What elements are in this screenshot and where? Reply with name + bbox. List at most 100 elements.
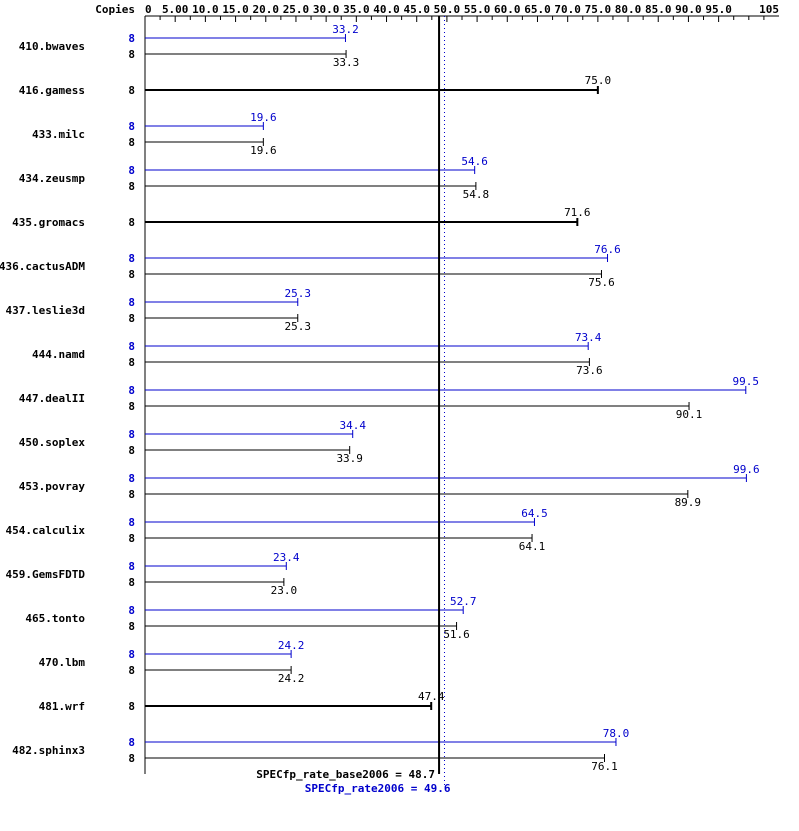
x-tick-label: 45.0: [403, 3, 430, 16]
peak-value: 99.5: [733, 375, 760, 388]
x-tick-label: 15.0: [222, 3, 249, 16]
single-value: 75.0: [585, 74, 612, 87]
copies-header: Copies: [95, 3, 135, 16]
copies-value-peak: 8: [128, 32, 135, 45]
copies-value-peak: 8: [128, 252, 135, 265]
copies-value: 8: [128, 700, 135, 713]
copies-value-base: 8: [128, 664, 135, 677]
copies-value-peak: 8: [128, 472, 135, 485]
base-value: 19.6: [250, 144, 277, 157]
benchmark-name: 447.dealII: [19, 392, 85, 405]
base-value: 73.6: [576, 364, 603, 377]
benchmark-name: 435.gromacs: [12, 216, 85, 229]
copies-value-base: 8: [128, 400, 135, 413]
single-value: 47.4: [418, 690, 445, 703]
x-tick-label: 50.0: [434, 3, 461, 16]
base-value: 23.0: [271, 584, 298, 597]
x-tick-label: 30.0: [313, 3, 340, 16]
x-tick-label: 0: [145, 3, 152, 16]
copies-value: 8: [128, 84, 135, 97]
base-value: 24.2: [278, 672, 305, 685]
summary-base-label: SPECfp_rate_base2006 = 48.7: [256, 768, 435, 781]
base-value: 75.6: [588, 276, 615, 289]
peak-value: 25.3: [285, 287, 312, 300]
peak-value: 54.6: [461, 155, 488, 168]
benchmark-name: 459.GemsFDTD: [6, 568, 86, 581]
base-value: 54.8: [463, 188, 490, 201]
copies-value-base: 8: [128, 356, 135, 369]
base-value: 89.9: [675, 496, 702, 509]
x-tick-label: 75.0: [585, 3, 612, 16]
x-tick-label: 55.0: [464, 3, 491, 16]
peak-value: 34.4: [339, 419, 366, 432]
x-tick-label: 20.0: [253, 3, 280, 16]
base-value: 25.3: [285, 320, 312, 333]
copies-value-peak: 8: [128, 384, 135, 397]
summary-peak-label: SPECfp_rate2006 = 49.6: [305, 782, 451, 795]
benchmark-name: 437.leslie3d: [6, 304, 85, 317]
x-tick-label: 25.0: [283, 3, 310, 16]
copies-value-base: 8: [128, 752, 135, 765]
benchmark-name: 482.sphinx3: [12, 744, 85, 757]
copies-value: 8: [128, 216, 135, 229]
x-tick-label: 65.0: [524, 3, 551, 16]
peak-value: 23.4: [273, 551, 300, 564]
copies-value-base: 8: [128, 312, 135, 325]
benchmark-name: 436.cactusADM: [0, 260, 85, 273]
x-tick-label: 80.0: [615, 3, 642, 16]
benchmark-name: 453.povray: [19, 480, 86, 493]
copies-value-base: 8: [128, 48, 135, 61]
peak-value: 24.2: [278, 639, 305, 652]
x-tick-label: 60.0: [494, 3, 521, 16]
base-value: 33.3: [333, 56, 360, 69]
x-tick-label: 70.0: [554, 3, 581, 16]
x-end-label: 105: [759, 3, 779, 16]
copies-value-peak: 8: [128, 560, 135, 573]
copies-value-peak: 8: [128, 120, 135, 133]
x-tick-label: 35.0: [343, 3, 370, 16]
benchmark-name: 454.calculix: [6, 524, 86, 537]
copies-value-base: 8: [128, 532, 135, 545]
base-value: 90.1: [676, 408, 703, 421]
base-value: 33.9: [336, 452, 363, 465]
benchmark-name: 465.tonto: [25, 612, 85, 625]
benchmark-name: 434.zeusmp: [19, 172, 86, 185]
copies-value-base: 8: [128, 620, 135, 633]
peak-value: 73.4: [575, 331, 602, 344]
benchmark-name: 444.namd: [32, 348, 85, 361]
benchmark-name: 481.wrf: [39, 700, 85, 713]
benchmark-name: 433.milc: [32, 128, 85, 141]
peak-value: 19.6: [250, 111, 277, 124]
copies-value-peak: 8: [128, 164, 135, 177]
peak-value: 64.5: [521, 507, 548, 520]
copies-value-peak: 8: [128, 736, 135, 749]
benchmark-name: 450.soplex: [19, 436, 86, 449]
copies-value-peak: 8: [128, 296, 135, 309]
copies-value-base: 8: [128, 488, 135, 501]
base-value: 76.1: [591, 760, 618, 773]
benchmark-name: 470.lbm: [39, 656, 86, 669]
benchmark-name: 416.gamess: [19, 84, 85, 97]
x-tick-label: 90.0: [675, 3, 702, 16]
peak-value: 52.7: [450, 595, 477, 608]
base-value: 64.1: [519, 540, 546, 553]
peak-value: 76.6: [594, 243, 621, 256]
x-tick-label: 85.0: [645, 3, 672, 16]
copies-value-peak: 8: [128, 604, 135, 617]
base-value: 51.6: [443, 628, 470, 641]
copies-value-base: 8: [128, 136, 135, 149]
copies-value-base: 8: [128, 576, 135, 589]
peak-value: 99.6: [733, 463, 760, 476]
copies-value-peak: 8: [128, 648, 135, 661]
copies-value-peak: 8: [128, 428, 135, 441]
copies-value-base: 8: [128, 180, 135, 193]
copies-value-peak: 8: [128, 340, 135, 353]
x-tick-label: 95.0: [705, 3, 732, 16]
copies-value-base: 8: [128, 268, 135, 281]
peak-value: 33.2: [332, 23, 359, 36]
x-tick-label: 10.0: [192, 3, 219, 16]
benchmark-name: 410.bwaves: [19, 40, 85, 53]
copies-value-peak: 8: [128, 516, 135, 529]
x-tick-label: 5.00: [162, 3, 189, 16]
peak-value: 78.0: [603, 727, 630, 740]
